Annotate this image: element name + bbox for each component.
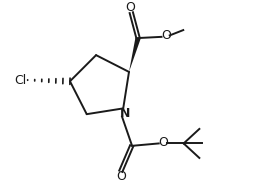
Text: O: O <box>161 29 171 42</box>
Text: O: O <box>116 170 126 183</box>
Polygon shape <box>129 37 141 72</box>
Text: N: N <box>120 107 130 120</box>
Text: Cl: Cl <box>14 74 26 86</box>
Text: O: O <box>125 1 135 14</box>
Text: O: O <box>158 136 168 149</box>
